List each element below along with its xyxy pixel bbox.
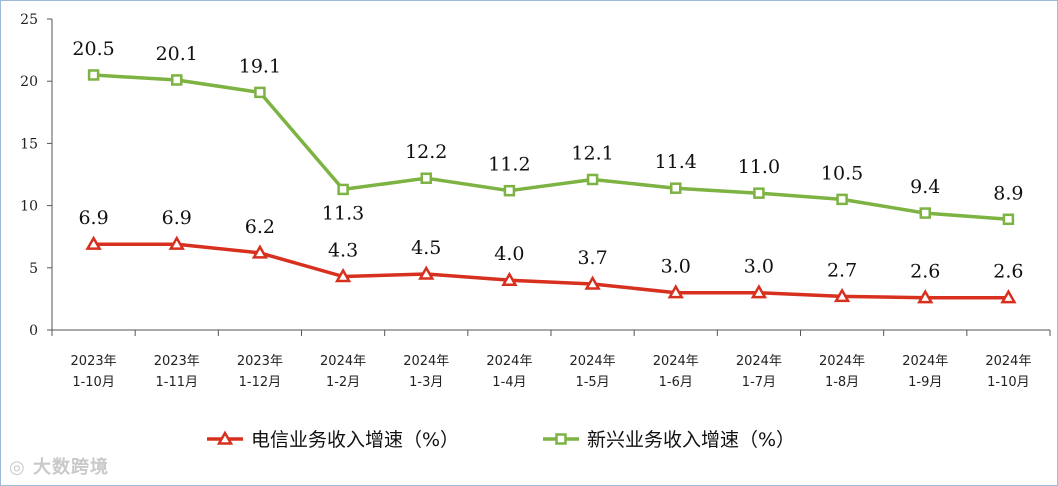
legend-label: 新兴业务收入增速（%）: [587, 429, 795, 451]
data-point: [1002, 213, 1015, 226]
y-tick-label: 10: [20, 199, 38, 215]
data-point: [171, 74, 183, 86]
x-tick-label-year: 2024年: [985, 354, 1031, 369]
data-point: [584, 275, 601, 290]
y-tick-label: 5: [29, 261, 38, 277]
data-point: [1000, 289, 1017, 304]
data-label: 9.4: [910, 176, 940, 198]
data-label: 3.0: [744, 256, 774, 278]
y-tick-label: 25: [20, 12, 38, 28]
data-label: 10.5: [821, 162, 863, 184]
data-label: 6.9: [78, 207, 108, 229]
x-tick-label-period: 1-10月: [72, 375, 115, 390]
data-point: [833, 287, 851, 303]
x-tick-label-year: 2024年: [736, 354, 782, 369]
data-label: 2.6: [910, 261, 940, 283]
y-tick-label: 15: [20, 136, 38, 152]
data-point: [917, 289, 934, 304]
data-point: [254, 86, 266, 99]
x-tick-label-period: 1-8月: [825, 375, 859, 390]
legend-label: 电信业务收入增速（%）: [251, 429, 459, 451]
watermark-logo: ◎ 大数跨境: [9, 453, 109, 479]
data-label: 11.3: [322, 202, 364, 224]
data-label: 20.1: [156, 43, 198, 65]
data-point: [251, 244, 269, 259]
data-label: 4.0: [494, 243, 524, 265]
watermark-icon: ◎: [9, 457, 26, 478]
x-tick-label-period: 1-7月: [742, 375, 776, 390]
y-axis-ticks: 0 5 10 15 20 25: [20, 12, 52, 339]
data-point: [85, 235, 102, 250]
data-label: 6.2: [245, 216, 275, 238]
series-layer: [85, 69, 1017, 304]
data-label: 11.2: [488, 154, 530, 176]
data-point: [501, 271, 518, 286]
legend-swatch-marker: [555, 433, 567, 445]
data-point: [670, 182, 682, 194]
y-tick-label: 20: [20, 74, 38, 90]
x-tick-label-period: 1-10月: [987, 375, 1030, 390]
data-label: 11.0: [738, 156, 780, 178]
series-line: [93, 242, 1009, 300]
data-label: 11.4: [655, 151, 697, 173]
data-point: [836, 193, 848, 206]
data-label: 3.0: [661, 256, 691, 278]
data-label: 4.3: [328, 240, 358, 262]
x-tick-label-year: 2024年: [819, 354, 865, 369]
x-tick-label-period: 1-4月: [492, 375, 526, 390]
legend: 电信业务收入增速（%） 新兴业务收入增速（%）: [207, 429, 795, 451]
data-point: [919, 207, 931, 219]
x-tick-label-period: 1-9月: [908, 375, 942, 390]
x-tick-label-year: 2023年: [71, 354, 117, 369]
data-point: [503, 184, 516, 197]
data-label: 3.7: [577, 247, 607, 269]
x-tick-label-year: 2024年: [902, 354, 948, 369]
x-tick-label-year: 2024年: [403, 354, 449, 369]
data-label: 12.1: [571, 142, 613, 164]
data-point: [750, 284, 768, 299]
data-point: [420, 172, 432, 184]
x-axis-ticks: 2023年 1-10月 2023年 1-11月 2023年 1-12月 2024年 1-2月 2…: [51, 330, 1051, 390]
data-label: 2.7: [827, 259, 857, 281]
x-tick-label-period: 1-5月: [575, 375, 609, 390]
data-point: [168, 235, 185, 250]
x-tick-label-period: 1-11月: [155, 375, 198, 390]
x-tick-label-period: 1-3月: [409, 375, 443, 390]
x-tick-label-year: 2024年: [653, 354, 699, 369]
data-point: [753, 187, 765, 199]
data-label: 8.9: [993, 182, 1023, 204]
x-tick-label-period: 1-2月: [326, 375, 360, 390]
data-point: [87, 69, 100, 81]
y-tick-label: 0: [29, 323, 38, 339]
data-label: 2.6: [993, 261, 1023, 283]
data-point: [334, 267, 352, 283]
x-tick-label-year: 2023年: [237, 354, 283, 369]
data-point: [586, 173, 599, 186]
series-line: [93, 73, 1009, 222]
x-tick-label-period: 1-12月: [239, 375, 282, 390]
legend-swatch-marker: [216, 430, 234, 445]
data-label: 20.5: [72, 38, 114, 60]
x-tick-label-year: 2023年: [154, 354, 200, 369]
x-tick-label-year: 2024年: [486, 354, 532, 369]
data-labels: 6.9 6.9 6.2 4.3 4.5 4.0 3.7 3.0 3.0 2.7 2.6 2.6 20.5…: [72, 38, 1023, 283]
data-point: [337, 183, 349, 196]
data-label: 19.1: [239, 55, 281, 77]
watermark-text: 大数跨境: [33, 457, 109, 478]
data-label: 6.9: [162, 207, 192, 229]
x-tick-label-year: 2024年: [320, 354, 366, 369]
data-point: [667, 284, 684, 299]
data-point: [418, 265, 435, 280]
data-label: 4.5: [411, 237, 441, 259]
data-label: 12.2: [405, 141, 447, 163]
x-tick-label-period: 1-6月: [659, 375, 693, 390]
x-tick-label-year: 2024年: [570, 354, 616, 369]
